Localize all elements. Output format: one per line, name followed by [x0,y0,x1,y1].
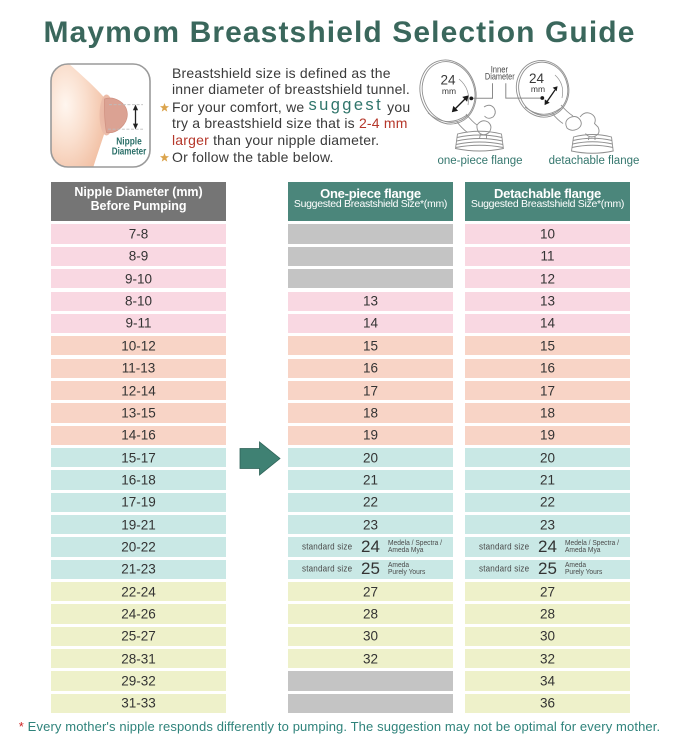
svg-text:mm: mm [442,86,456,96]
svg-text:Inner: Inner [491,64,508,74]
svg-text:mm: mm [531,84,545,94]
svg-text:Diameter: Diameter [112,147,147,158]
svg-text:Diameter: Diameter [485,71,515,81]
svg-text:24: 24 [529,71,545,86]
svg-text:Nipple: Nipple [116,137,142,148]
svg-text:24: 24 [440,73,456,88]
